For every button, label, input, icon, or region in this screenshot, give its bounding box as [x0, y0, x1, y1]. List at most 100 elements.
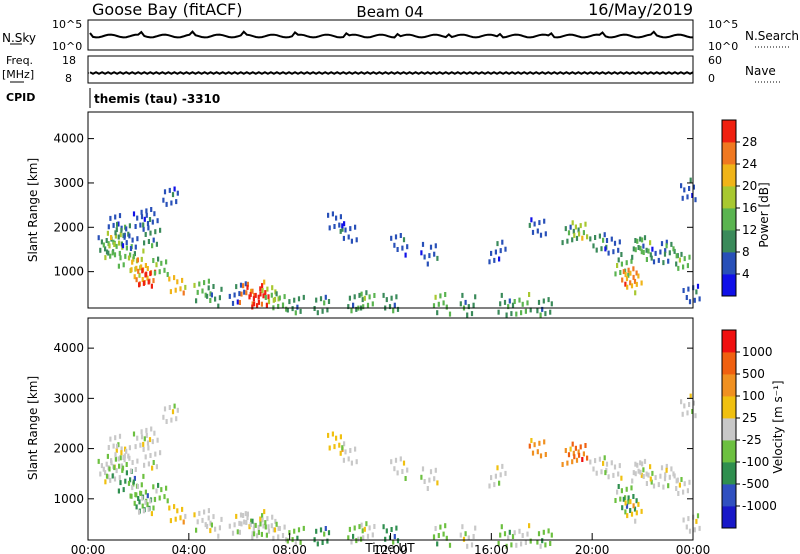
data-cell: [339, 228, 342, 234]
data-cell: [627, 499, 630, 505]
data-cell: [153, 211, 156, 217]
data-cell: [464, 531, 467, 537]
data-cell: [651, 470, 654, 476]
data-cell: [676, 477, 679, 483]
data-cell: [663, 476, 667, 482]
data-cell: [503, 531, 507, 537]
data-cell: [240, 291, 243, 297]
data-cell: [694, 413, 697, 419]
data-cell: [184, 513, 187, 519]
data-cell: [511, 302, 515, 308]
data-cell: [493, 482, 496, 488]
data-cell: [198, 281, 201, 287]
data-cell: [629, 280, 632, 286]
data-cell: [686, 194, 689, 200]
data-cell: [393, 534, 396, 539]
data-cell: [402, 460, 406, 466]
data-cell: [652, 259, 656, 265]
data-cell: [393, 302, 396, 308]
data-cell: [694, 197, 697, 203]
data-cell: [543, 218, 546, 224]
data-cell: [163, 406, 167, 412]
data-cell: [210, 522, 213, 528]
data-cell: [179, 286, 182, 292]
data-cell: [542, 298, 545, 304]
data-cell: [327, 212, 330, 218]
data-cell: [106, 230, 109, 236]
data-cell: [426, 261, 429, 267]
data-cell: [297, 296, 301, 302]
data-cell: [549, 309, 552, 315]
data-cell: [392, 308, 395, 314]
data-cell: [170, 417, 173, 423]
data-cell: [672, 471, 675, 477]
data-cell: [140, 264, 143, 270]
data-cell: [142, 280, 145, 286]
colorbar-segment: [722, 462, 736, 485]
data-cell: [302, 294, 305, 300]
data-cell: [137, 496, 140, 501]
data-cell: [140, 491, 143, 496]
data-cell: [660, 465, 664, 471]
data-cell: [573, 232, 576, 238]
data-cell: [181, 506, 184, 512]
data-cell: [614, 498, 617, 503]
data-cell: [207, 508, 210, 514]
data-cell: [165, 259, 168, 265]
data-cell: [203, 509, 206, 515]
data-cell: [107, 474, 110, 480]
data-cell: [144, 232, 147, 237]
data-cell: [106, 453, 109, 459]
data-cell: [508, 529, 511, 535]
data-cell: [467, 535, 470, 541]
data-cell: [366, 533, 370, 539]
data-cell: [680, 251, 683, 257]
data-cell: [125, 448, 128, 454]
data-cell: [261, 288, 264, 293]
data-cell: [675, 478, 678, 484]
nsearch-tick-bottom: 10^0: [708, 40, 738, 53]
data-cell: [105, 249, 109, 255]
data-cell: [212, 284, 215, 289]
data-cell: [321, 308, 324, 314]
data-cell: [176, 279, 179, 285]
data-cell: [246, 281, 249, 287]
data-cell: [143, 462, 146, 468]
data-cell: [689, 393, 692, 399]
data-cell: [162, 197, 165, 203]
data-cell: [402, 237, 406, 243]
data-cell: [507, 304, 510, 310]
data-cell: [261, 517, 264, 523]
data-cell: [256, 303, 259, 309]
data-cell: [515, 542, 518, 548]
data-cell: [632, 503, 635, 509]
data-cell: [670, 466, 673, 472]
data-cell: [179, 515, 182, 521]
data-cell: [266, 516, 269, 522]
nave-tick-bottom: 0: [708, 72, 715, 85]
data-cell: [620, 488, 623, 494]
data-cell: [511, 534, 515, 539]
data-cell: [350, 238, 353, 244]
cpid-row: CPID themis (tau) -3310: [6, 88, 220, 108]
data-cell: [513, 299, 516, 304]
data-cell: [136, 257, 139, 263]
data-cell: [209, 298, 212, 303]
data-cell: [174, 516, 177, 522]
data-cell: [115, 243, 118, 249]
data-cell: [207, 278, 210, 284]
data-cell: [135, 504, 138, 510]
data-cell: [124, 253, 127, 259]
data-cell: [685, 524, 688, 530]
data-cell: [373, 524, 376, 529]
data-cell: [209, 291, 212, 297]
data-cell: [584, 443, 587, 448]
data-cell: [251, 288, 254, 294]
data-cell: [327, 299, 331, 304]
data-cell: [142, 248, 145, 254]
data-cell: [166, 272, 169, 277]
data-cell: [270, 523, 273, 529]
data-cell: [147, 225, 150, 231]
data-cell: [665, 463, 668, 469]
data-cell: [348, 526, 351, 532]
